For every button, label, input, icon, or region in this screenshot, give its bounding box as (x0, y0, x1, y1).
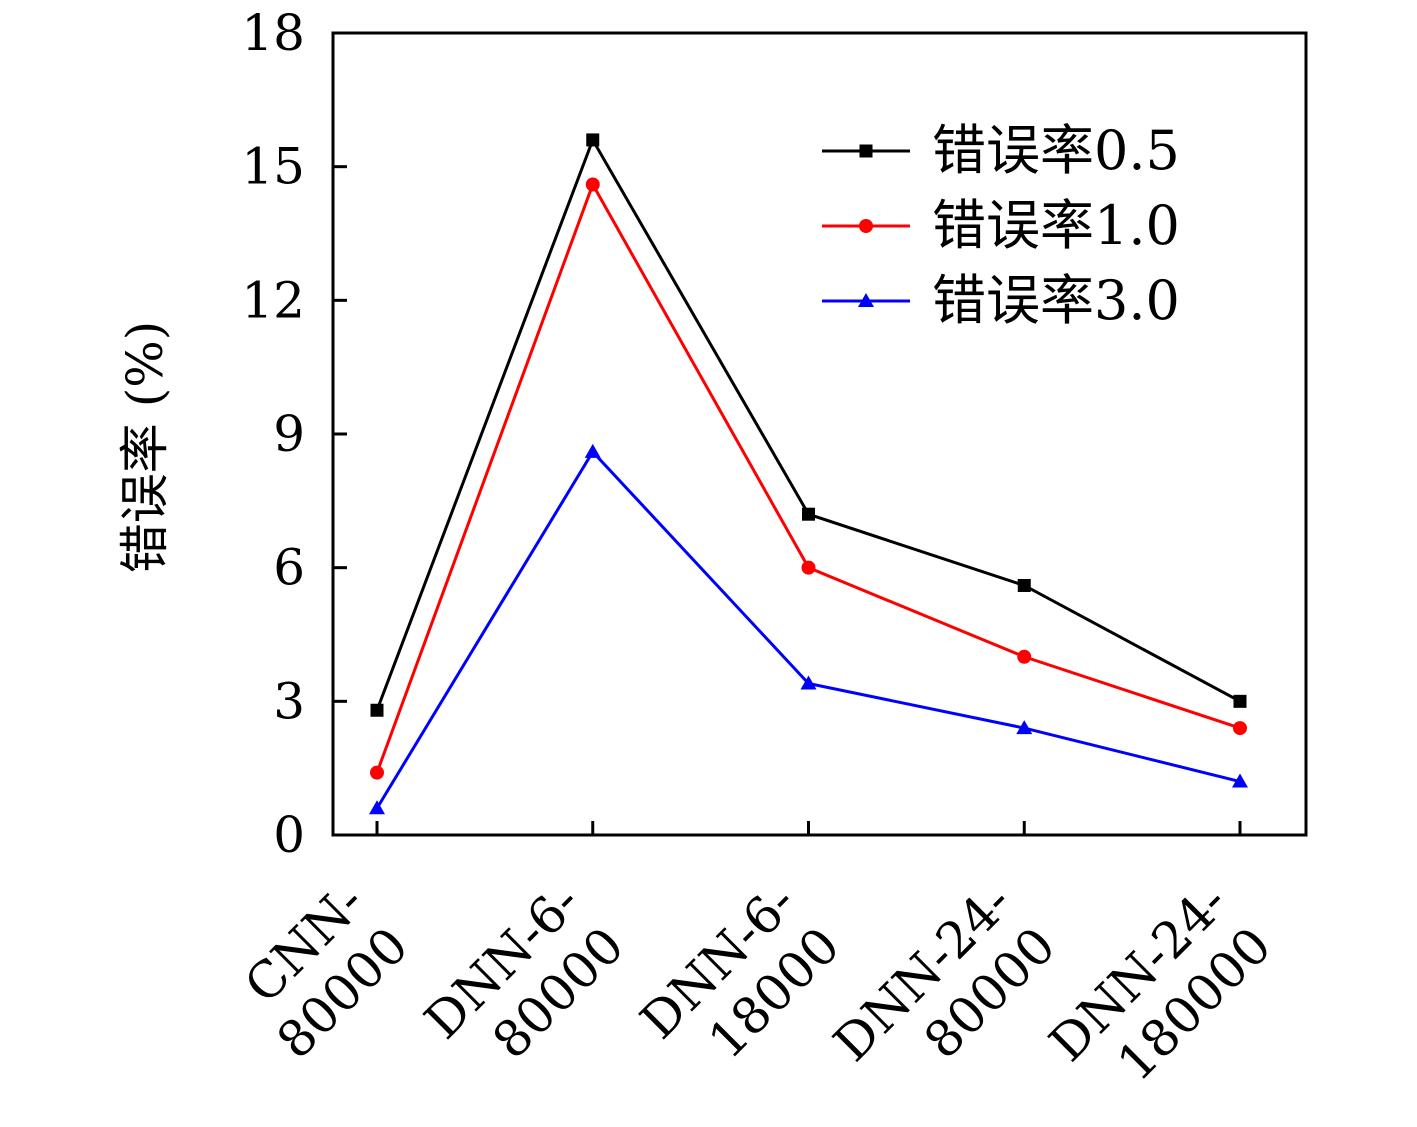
series-layer (369, 133, 1248, 815)
legend-item: 错误率1.0 (822, 194, 1180, 257)
square-marker (1233, 694, 1247, 708)
legend: 错误率0.5 错误率1.0 错误率3.0 (822, 119, 1180, 332)
y-tick-label: 9 (273, 405, 305, 463)
y-tick-label: 18 (241, 4, 305, 62)
square-marker (859, 144, 873, 158)
circle-marker (1233, 721, 1247, 736)
square-marker (370, 703, 384, 717)
circle-marker (370, 765, 384, 780)
series-1 (370, 177, 1247, 780)
x-tick-label: CNN-80000 (234, 872, 420, 1069)
triangle-marker (858, 293, 874, 307)
triangle-marker (1232, 773, 1248, 788)
series-0 (370, 133, 1247, 717)
square-marker (586, 133, 600, 147)
square-marker (802, 507, 815, 521)
legend-label: 错误率3.0 (932, 269, 1180, 332)
y-tick-label: 12 (241, 271, 305, 329)
triangle-marker (584, 443, 601, 458)
triangle-marker (1016, 720, 1033, 735)
triangle-marker (800, 675, 817, 690)
circle-marker (859, 219, 873, 233)
legend-label: 错误率1.0 (932, 194, 1180, 257)
y-tick-label: 6 (273, 539, 305, 597)
y-tick-label: 15 (241, 138, 305, 196)
y-tick-label: 0 (273, 806, 305, 864)
square-marker (1017, 578, 1031, 592)
y-axis-label: 错误率 (%) (116, 321, 174, 573)
x-tick-label: DNN-6-80000 (414, 872, 635, 1069)
legend-item: 错误率3.0 (822, 269, 1180, 332)
x-tick-label: DNN-24-180000 (1038, 872, 1282, 1092)
series-line (375, 449, 1241, 810)
x-axis: CNN-80000DNN-6-80000DNN-6-18000DNN-24-80… (234, 821, 1282, 1092)
x-tick-label: DNN-24-80000 (823, 872, 1067, 1072)
triangle-marker (369, 800, 385, 815)
x-tick-label: DNN-6-18000 (629, 872, 850, 1069)
series-2 (369, 443, 1248, 815)
legend-label: 错误率0.5 (932, 119, 1180, 182)
circle-marker (1017, 649, 1032, 664)
circle-marker (801, 560, 816, 575)
legend-item: 错误率0.5 (822, 119, 1180, 182)
y-tick-label: 3 (273, 672, 305, 730)
y-axis: 0 3 6 9 12 15 18 (241, 4, 347, 864)
circle-marker (585, 177, 600, 192)
